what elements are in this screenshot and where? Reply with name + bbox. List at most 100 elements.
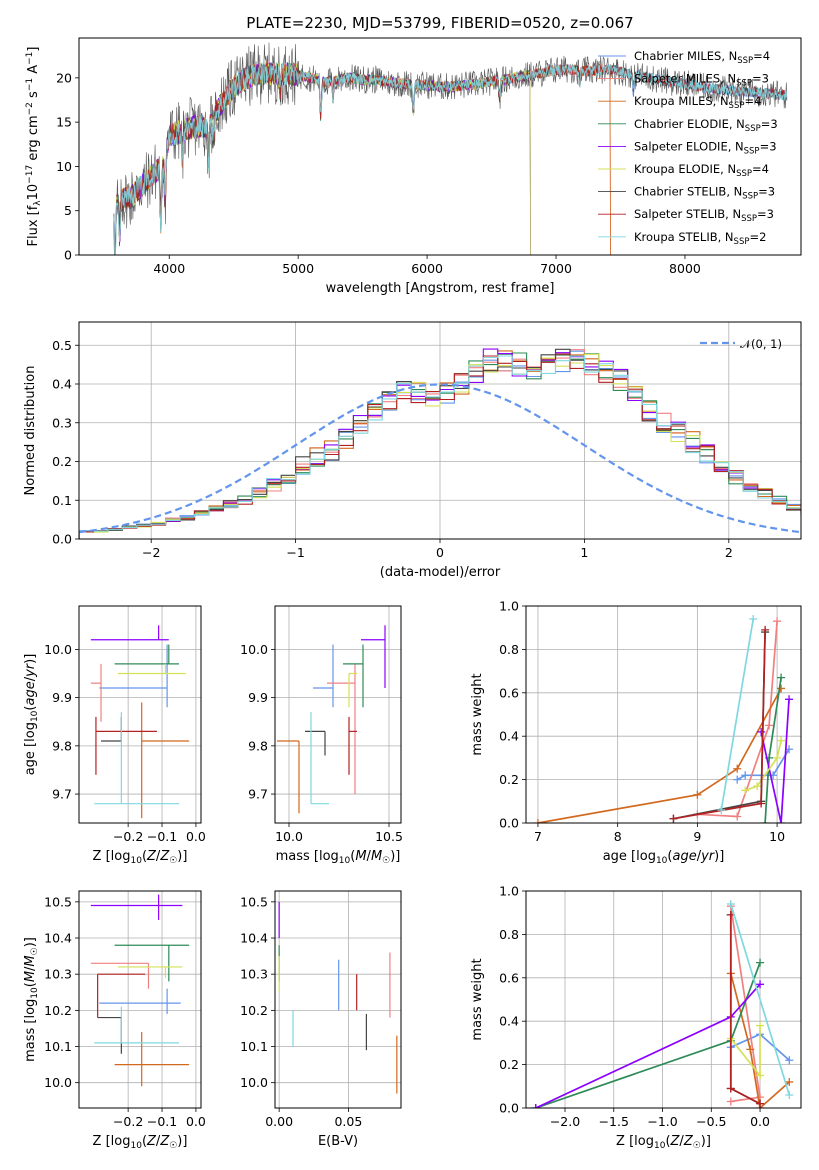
- weight-marker: [785, 1090, 794, 1099]
- weight-line: [673, 629, 766, 820]
- y-tick-label: 10.2: [240, 1003, 268, 1018]
- axes-frame: [78, 321, 802, 540]
- y-tick-label: 15: [56, 115, 72, 130]
- y-tick-label: 10.4: [44, 931, 72, 946]
- weight-marker: [765, 721, 774, 730]
- spectrum-model-line: [113, 60, 611, 255]
- weight-marker: [756, 980, 765, 989]
- weight-marker: [741, 786, 750, 795]
- errorbar-point: [94, 712, 179, 805]
- panel-mass-vs-Z: −0.2 −0.1 0.0 10.0 10.1 10.2 10.3 10.4 10.5 Z [lo…: [23, 890, 206, 1151]
- x-axis-label: (data-model)/error: [380, 565, 501, 580]
- y-tick-label: 10.0: [44, 642, 72, 657]
- y-tick-label: 9.9: [248, 690, 268, 705]
- errorbar-point: [305, 730, 326, 756]
- x-tick-label: 0: [436, 545, 444, 560]
- weight-series: [741, 736, 786, 795]
- weight-marker: [785, 695, 794, 704]
- weight-marker: [777, 736, 786, 745]
- legend-entry: Kroupa STELIB, NSSP=2: [634, 230, 766, 247]
- errorbar-point: [117, 663, 186, 675]
- legend-entry: Chabrier ELODIE, NSSP=3: [634, 117, 778, 134]
- weight-marker: [757, 727, 766, 736]
- plot-area-mass-vs-ebv: [278, 901, 398, 1094]
- x-tick-label: −1: [286, 545, 304, 560]
- weight-marker: [773, 617, 782, 626]
- x-tick-label: −1.0: [647, 1114, 677, 1129]
- plot-area-spectrum: [113, 42, 788, 255]
- y-tick-label: 1.0: [499, 884, 519, 899]
- weight-marker: [757, 799, 766, 808]
- legend-entry: Salpeter STELIB, NSSP=3: [634, 207, 774, 224]
- weight-line: [535, 962, 761, 1108]
- axes-frame: [525, 890, 802, 1109]
- panel-residuals: −2 −1 0 1 2 0.0 0.1 0.2 0.3 0.4 0.5 𝒩(0, 1) (data-mo…: [23, 321, 802, 580]
- weight-marker: [777, 673, 786, 682]
- weight-series: [726, 910, 765, 1108]
- y-axis-label: Flux [fλ10−17 erg cm−2 s−1 A−1]: [25, 47, 43, 247]
- y-tick-label: 9.7: [248, 787, 268, 802]
- histogram-step: [79, 348, 801, 539]
- weight-marker: [733, 775, 742, 784]
- x-tick-label: 4000: [153, 261, 185, 276]
- weight-line: [729, 903, 791, 1096]
- weight-series: [726, 900, 794, 1099]
- weight-marker: [761, 819, 770, 823]
- x-tick-label: 6000: [411, 261, 443, 276]
- y-tick-label: 10.5: [240, 894, 268, 909]
- weight-marker: [761, 625, 770, 634]
- weight-marker: [531, 1104, 540, 1108]
- weight-marker: [733, 812, 742, 821]
- legend-entry: 𝒩(0, 1): [740, 337, 782, 351]
- errorbar-point: [99, 988, 181, 1014]
- y-tick-label: 10.0: [44, 1075, 72, 1090]
- y-tick-label: 10.1: [240, 1039, 268, 1054]
- weight-line: [537, 688, 782, 823]
- y-tick-label: 10.4: [240, 931, 268, 946]
- errorbar-point: [90, 625, 169, 641]
- y-tick-label: 10.0: [240, 642, 268, 657]
- errorbar-point: [90, 894, 183, 920]
- y-tick-label: 10.1: [44, 1039, 72, 1054]
- errorbar-point: [101, 716, 122, 742]
- weight-marker: [726, 1097, 735, 1106]
- x-axis-label: age [log10(age/yr)]: [603, 849, 725, 866]
- errorbar-point: [114, 944, 190, 982]
- legend-entry: Salpeter MILES, NSSP=3: [634, 72, 769, 89]
- weight-marker: [741, 771, 750, 780]
- errorbar-point: [90, 663, 102, 722]
- weight-marker: [693, 790, 702, 799]
- errorbar-point: [94, 1006, 179, 1044]
- errorbar-point: [114, 1032, 190, 1087]
- errorbar-point: [348, 716, 357, 775]
- errorbar-point: [117, 966, 183, 978]
- y-tick-label: 0.4: [52, 377, 72, 392]
- y-axis-label: mass weight: [470, 673, 485, 755]
- y-tick-label: 9.7: [52, 787, 72, 802]
- legend-entry: Kroupa MILES, NSSP=4: [634, 94, 761, 111]
- y-tick-label: 9.8: [248, 738, 268, 753]
- x-tick-label: −0.1: [147, 1114, 177, 1129]
- weight-marker: [733, 764, 742, 773]
- weight-series: [717, 615, 758, 814]
- weight-line: [736, 748, 790, 781]
- axes-frame: [78, 890, 202, 1109]
- errorbar-point: [313, 644, 334, 708]
- weight-marker: [746, 1045, 755, 1054]
- errorbar-point: [361, 625, 386, 688]
- y-tick-label: 0.8: [499, 642, 519, 657]
- weight-series: [757, 695, 794, 823]
- errorbar-point: [90, 962, 150, 989]
- y-tick-label: 0.3: [52, 415, 72, 430]
- x-tick-label: 0.0: [750, 1114, 770, 1129]
- errorbar-point: [327, 663, 356, 795]
- y-tick-label: 10.2: [44, 1003, 72, 1018]
- x-tick-label: 10.5: [375, 829, 403, 844]
- legend-entry: Kroupa ELODIE, NSSP=4: [634, 162, 769, 179]
- x-tick-label: −0.1: [147, 829, 177, 844]
- weight-line: [535, 983, 761, 1108]
- weight-series: [531, 980, 765, 1108]
- weight-series: [669, 625, 770, 823]
- x-tick-label: 1: [580, 545, 588, 560]
